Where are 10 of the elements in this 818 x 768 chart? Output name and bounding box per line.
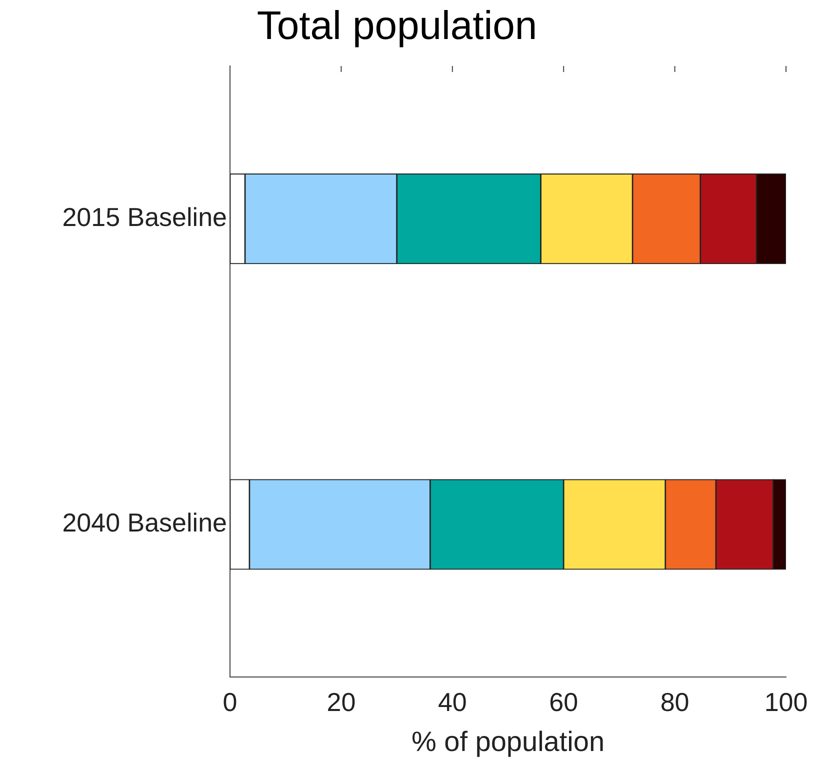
- x-tick-label: 40: [438, 686, 467, 717]
- x-axis-title: % of population: [411, 726, 605, 757]
- chart-title: Total population: [256, 4, 538, 48]
- y-tick-label: 2040 Baseline: [62, 508, 227, 538]
- x-tick-label: 60: [549, 686, 578, 717]
- y-tick-label: 2015 Baseline: [62, 202, 227, 232]
- x-tick-label: 100: [764, 686, 808, 717]
- x-tick-label: 0: [222, 686, 238, 717]
- x-tick-label: 20: [326, 686, 356, 717]
- x-tick-label: 80: [660, 686, 690, 717]
